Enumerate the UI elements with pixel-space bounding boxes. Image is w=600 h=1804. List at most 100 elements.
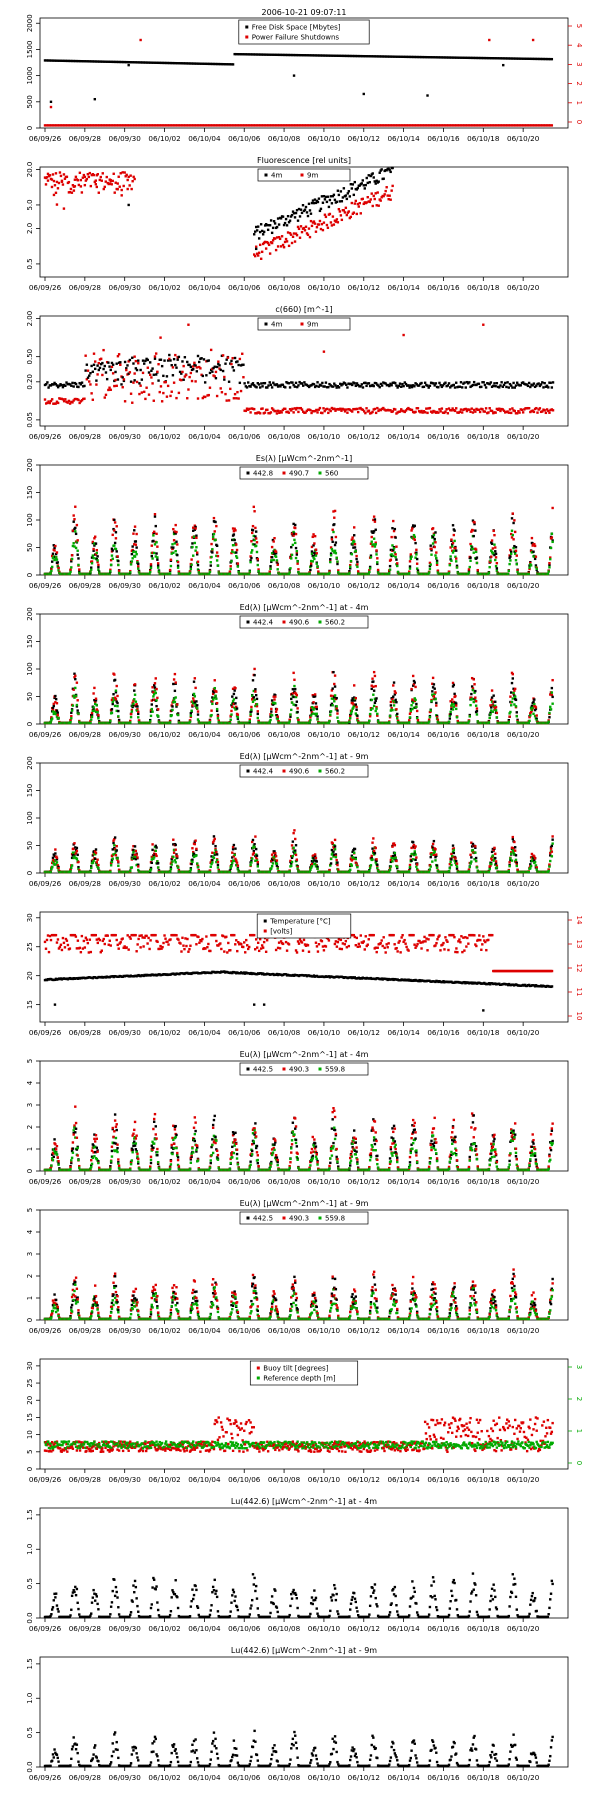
data-point: [132, 551, 134, 553]
data-point: [409, 565, 411, 567]
data-point: [334, 510, 336, 512]
data-point: [210, 561, 212, 563]
data-point: [356, 408, 358, 410]
data-point: [190, 366, 192, 368]
y-tick-label: 500: [26, 95, 34, 108]
data-point: [254, 255, 256, 257]
data-point: [132, 362, 134, 364]
data-point: [115, 698, 117, 700]
data-point: [230, 560, 232, 562]
data-point: [288, 720, 290, 722]
data-point: [371, 192, 373, 194]
data-point: [237, 397, 239, 399]
data-point: [47, 179, 49, 181]
data-point: [97, 566, 99, 568]
legend-marker: [319, 472, 322, 475]
data-point: [296, 560, 298, 562]
data-point: [354, 202, 356, 204]
data-point: [150, 376, 152, 378]
data-point: [350, 216, 352, 218]
data-point: [114, 379, 116, 381]
data-point: [193, 681, 195, 683]
data-point: [270, 708, 272, 710]
data-point: [381, 384, 383, 386]
data-point: [114, 679, 116, 681]
data-point: [509, 408, 511, 410]
data-point: [62, 386, 64, 388]
data-point: [139, 385, 141, 387]
data-point: [165, 381, 167, 383]
data-point: [134, 555, 136, 557]
data-point: [460, 408, 462, 410]
plot-frame: [40, 167, 568, 277]
data-point: [430, 563, 432, 565]
data-point: [195, 537, 197, 539]
data-point: [81, 381, 83, 383]
data-point: [204, 381, 206, 383]
data-point: [496, 382, 498, 384]
data-point: [373, 538, 375, 540]
data-point: [408, 572, 410, 574]
data-point: [231, 366, 233, 368]
data-point: [251, 549, 253, 551]
x-tick-label: 06/10/06: [228, 283, 261, 292]
data-point: [309, 209, 311, 211]
data-point: [129, 359, 131, 361]
data-point: [118, 353, 120, 355]
data-point: [70, 712, 72, 714]
data-point: [211, 371, 213, 373]
data-point: [339, 210, 341, 212]
data-point: [254, 688, 256, 690]
data-point: [101, 180, 103, 182]
data-point: [135, 551, 137, 553]
data-point: [156, 697, 158, 699]
data-point: [428, 571, 430, 573]
data-point: [96, 552, 98, 554]
data-point: [270, 710, 272, 712]
data-point: [194, 527, 196, 529]
data-point: [113, 673, 115, 675]
data-point: [51, 560, 53, 562]
data-point: [96, 704, 98, 706]
data-point: [261, 251, 263, 253]
data-point: [390, 536, 392, 538]
data-point: [234, 529, 236, 531]
data-point: [49, 721, 51, 723]
data-point: [217, 555, 219, 557]
data-point: [293, 74, 295, 76]
data-point: [116, 685, 118, 687]
x-tick-label: 06/10/14: [387, 134, 420, 143]
data-point: [542, 386, 544, 388]
data-point: [178, 356, 180, 358]
data-point: [379, 172, 381, 174]
data-point: [74, 506, 76, 508]
data-point: [336, 563, 338, 565]
data-point: [175, 541, 177, 543]
data-point: [57, 711, 59, 713]
data-point: [548, 562, 550, 564]
data-point: [302, 384, 304, 386]
data-point: [70, 566, 72, 568]
data-point: [301, 231, 303, 233]
data-point: [92, 557, 94, 559]
data-point: [210, 349, 212, 351]
data-point: [481, 408, 483, 410]
data-point: [353, 211, 355, 213]
data-point: [157, 363, 159, 365]
data-point: [155, 373, 157, 375]
data-point: [74, 185, 76, 187]
data-point: [430, 544, 432, 546]
legend-marker: [283, 472, 286, 475]
data-point: [122, 185, 124, 187]
data-point: [210, 709, 212, 711]
data-point: [351, 536, 353, 538]
data-point: [224, 362, 226, 364]
data-point: [291, 408, 293, 410]
legend-marker: [245, 26, 248, 29]
data-point: [100, 176, 102, 178]
data-point: [362, 386, 364, 388]
data-point: [196, 551, 198, 553]
data-point: [111, 366, 113, 368]
data-point: [330, 221, 332, 223]
x-tick-label: 06/10/18: [467, 730, 500, 739]
